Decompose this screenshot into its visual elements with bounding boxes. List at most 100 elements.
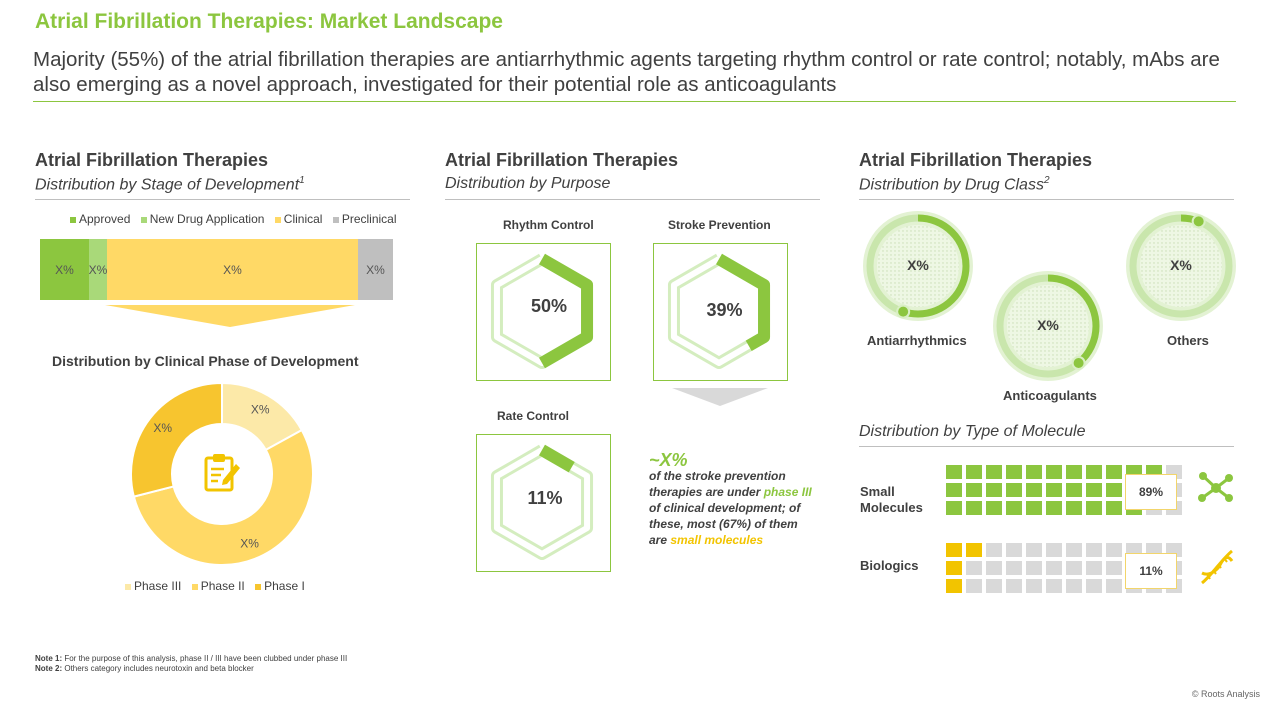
waffle-cell — [1066, 561, 1082, 575]
waffle-cell — [1066, 543, 1082, 557]
stage-bar-segment: X% — [40, 239, 89, 300]
stroke-arrow — [672, 388, 768, 406]
donut-slice — [132, 428, 314, 566]
ring-center — [877, 225, 959, 307]
note-1: Note 1: For the purpose of this analysis… — [35, 654, 348, 663]
purpose-label-stroke: Stroke Prevention — [668, 218, 771, 232]
hexagon-progress-fill — [667, 253, 771, 369]
waffle-cell — [1046, 543, 1062, 557]
ring-value-anticoagulants: X% — [1037, 317, 1059, 333]
purpose-label-rhythm: Rhythm Control — [503, 218, 594, 232]
waffle-cell — [1006, 579, 1022, 593]
waffle-cell — [966, 561, 982, 575]
stroke-callout: ~X% of the stroke prevention therapies a… — [649, 451, 819, 548]
legend-item: Approved — [70, 212, 130, 226]
waffle-cell — [1046, 561, 1062, 575]
donut-slice — [130, 382, 223, 498]
waffle-cell — [986, 483, 1002, 497]
panel3-heading: Atrial Fibrillation Therapies — [859, 150, 1093, 170]
waffle-cell — [1006, 465, 1022, 479]
label-biologics: Biologics — [860, 558, 919, 573]
class-label-antiarrhythmics: Antiarrhythmics — [867, 333, 967, 348]
ring-end-dot — [1071, 355, 1086, 370]
copyright: © Roots Analysis — [1191, 689, 1260, 699]
label-small-molecules: Small Molecules — [860, 484, 923, 515]
waffle-cell — [1026, 561, 1042, 575]
waffle-cell — [1106, 579, 1122, 593]
page-title: Atrial Fibrillation Therapies: Market La… — [35, 10, 503, 33]
ring-center — [1007, 285, 1089, 367]
waffle-cell — [946, 543, 962, 557]
waffle-cell — [1086, 465, 1102, 479]
waffle-cell — [1026, 543, 1042, 557]
waffle-cell — [946, 465, 962, 479]
waffle-cell — [986, 501, 1002, 515]
molecule-divider — [859, 446, 1234, 447]
waffle-cell — [1026, 465, 1042, 479]
waffle-cell — [1106, 501, 1122, 515]
funnel-arrow — [105, 305, 355, 327]
molecule-title: Distribution by Type of Molecule — [859, 423, 1086, 440]
waffle-cell — [1106, 465, 1122, 479]
waffle-cell — [1026, 483, 1042, 497]
purpose-label-rate: Rate Control — [497, 409, 569, 423]
panel2-divider — [445, 199, 820, 200]
phase-chart-title: Distribution by Clinical Phase of Develo… — [52, 353, 359, 369]
legend-item: Phase II — [191, 579, 245, 593]
value-stroke: 39% — [706, 300, 743, 320]
ring-antiarrhythmics — [863, 211, 973, 321]
waffle-cell — [1046, 501, 1062, 515]
panel2-heading: Atrial Fibrillation Therapies — [445, 150, 679, 170]
waffle-cell — [946, 561, 962, 575]
waffle-cell — [986, 465, 1002, 479]
ring-progress-arc — [1129, 214, 1233, 318]
pct-biologics: 11% — [1125, 553, 1177, 589]
ring-progress-arc — [866, 214, 970, 318]
waffle-biologics — [946, 543, 1182, 593]
waffle-cell — [1046, 483, 1062, 497]
waffle-cell — [1066, 579, 1082, 593]
waffle-cell — [966, 501, 982, 515]
ring-anticoagulants — [993, 271, 1103, 381]
page-subtitle: Majority (55%) of the atrial fibrillatio… — [33, 48, 1220, 96]
stage-bar-segment: X% — [358, 239, 393, 300]
legend-item: New Drug Application — [140, 212, 264, 226]
ring-center — [1140, 225, 1222, 307]
waffle-cell — [1106, 483, 1122, 497]
waffle-cell — [946, 501, 962, 515]
waffle-cell — [946, 579, 962, 593]
dna-icon — [1201, 549, 1234, 585]
waffle-cell — [1066, 483, 1082, 497]
waffle-cell — [1006, 543, 1022, 557]
panel2-subheading: Distribution by Purpose — [445, 175, 611, 192]
waffle-cell — [1046, 465, 1062, 479]
waffle-cell — [1066, 501, 1082, 515]
waffle-cell — [1006, 561, 1022, 575]
stage-bar-segment: X% — [89, 239, 107, 300]
waffle-cell — [1086, 543, 1102, 557]
stage-legend: Approved New Drug Application Clinical P… — [70, 212, 404, 226]
waffle-cell — [966, 543, 982, 557]
donut-slice-label: X% — [240, 537, 259, 551]
phase-donut-chart: X% X% X% — [130, 382, 314, 566]
donut-slice-label: X% — [251, 402, 270, 416]
waffle-cell — [1086, 501, 1102, 515]
note-2: Note 2: Others category includes neuroto… — [35, 664, 254, 673]
waffle-cell — [1086, 579, 1102, 593]
waffle-cell — [1006, 483, 1022, 497]
panel1-subheading: Distribution by Stage of Development1 — [35, 175, 305, 194]
waffle-cell — [1106, 561, 1122, 575]
hexagon-progress-fill — [490, 253, 594, 369]
ring-end-dot — [1191, 214, 1206, 229]
donut-slice-label: X% — [153, 421, 172, 435]
class-label-others: Others — [1167, 333, 1209, 348]
clipboard-icon — [204, 454, 240, 492]
hexagon-progress-rhythm — [490, 253, 594, 369]
panel1-heading: Atrial Fibrillation Therapies — [35, 150, 269, 170]
phase-legend: Phase III Phase II Phase I — [125, 579, 312, 593]
waffle-cell — [946, 483, 962, 497]
value-rhythm: 50% — [530, 296, 568, 316]
legend-item: Clinical — [274, 212, 322, 226]
waffle-cell — [966, 483, 982, 497]
value-rate: 11% — [527, 488, 563, 508]
